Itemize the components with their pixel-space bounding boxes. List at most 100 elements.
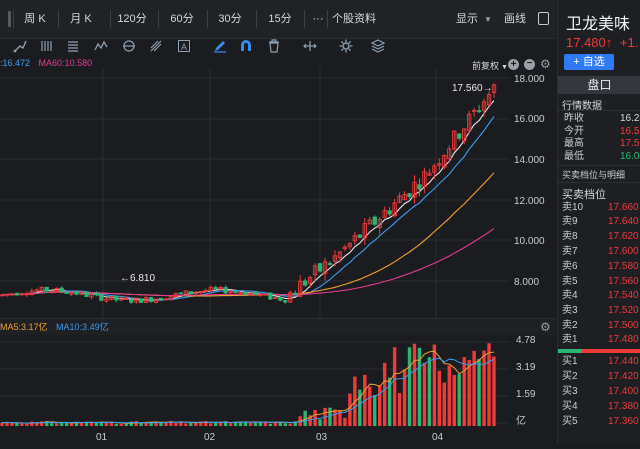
- candle-body: [223, 287, 228, 294]
- candle-body: [412, 181, 417, 198]
- ask-row: 卖3 17.520: [558, 304, 640, 318]
- quote-panel: 卫龙美味 17.480↑ +1. + 自选 盘口 行情数据 昨收 16.24 今开…: [557, 0, 640, 444]
- candle-body: [447, 148, 452, 160]
- candle-body: [119, 297, 124, 301]
- candle-body: [198, 290, 203, 293]
- magnet-icon[interactable]: [238, 38, 254, 54]
- horizontal-lines-icon[interactable]: [65, 38, 81, 54]
- volume-settings-icon[interactable]: ⚙: [540, 320, 551, 334]
- quote-row: 最低 16.04: [558, 150, 640, 164]
- ask-price: 17.620: [608, 231, 639, 242]
- volume-chart[interactable]: 4.78 3.19 1.59 亿 01 02 03 04: [0, 334, 556, 444]
- ma-line: [1, 228, 495, 297]
- ask-row: 卖8 17.620: [558, 230, 640, 244]
- volume-bar: [303, 410, 307, 426]
- chevron-down-icon: ▼: [501, 64, 508, 71]
- volume-bars-group: [0, 343, 496, 426]
- ask-price: 17.480: [608, 334, 639, 345]
- wave-line-icon[interactable]: [93, 38, 109, 54]
- volume-bar: [487, 343, 491, 426]
- volume-bar: [89, 421, 94, 426]
- chart-settings-icon[interactable]: ⚙: [540, 57, 551, 71]
- left-edge-tab[interactable]: [8, 9, 22, 29]
- period-weekly[interactable]: 周 K: [24, 13, 46, 25]
- vol-ma10-label: MA10:3.49亿: [56, 322, 109, 332]
- volume-bar: [35, 422, 39, 426]
- month-label: 02: [204, 432, 216, 443]
- display-menu[interactable]: 显示 ▼: [456, 9, 502, 29]
- brush-icon[interactable]: [12, 38, 28, 54]
- settings-gear-icon[interactable]: [338, 38, 354, 54]
- candle-body: [238, 292, 243, 295]
- volume-bar: [412, 343, 417, 426]
- layout-toggle-icon[interactable]: [535, 9, 551, 29]
- candle-body: [99, 294, 104, 301]
- price-tick: 10.000: [514, 236, 545, 247]
- orderbook-section-title[interactable]: 买卖档位与明细: [562, 170, 626, 180]
- volume-bar: [179, 421, 183, 426]
- candle-body: [283, 300, 288, 303]
- volume-bar: [472, 350, 476, 426]
- volume-bar: [283, 423, 287, 426]
- volume-bar: [243, 421, 248, 426]
- candle-body: [387, 210, 392, 215]
- period-15min[interactable]: 15分: [268, 13, 292, 25]
- volume-bar: [104, 422, 109, 426]
- bid-row: 买2 17.420: [558, 370, 640, 384]
- fork-icon[interactable]: [148, 38, 164, 54]
- stock-price-line: 17.480↑ +1.: [566, 35, 638, 50]
- period-60min[interactable]: 60分: [170, 13, 194, 25]
- volume-bar: [69, 423, 74, 426]
- volume-bar: [209, 423, 213, 426]
- ask-price: 17.540: [608, 290, 639, 301]
- draw-line-button[interactable]: 画线: [504, 13, 526, 25]
- candle-body: [14, 293, 20, 296]
- chevron-down-icon: ▼: [484, 15, 492, 24]
- volume-bar: [417, 347, 422, 426]
- volume-bar: [124, 423, 128, 426]
- ask-label: 卖10: [562, 202, 584, 213]
- move-horizontal-icon[interactable]: [302, 38, 318, 54]
- volume-bar: [109, 422, 114, 426]
- ask-row: 卖1 17.480: [558, 333, 640, 347]
- ask-label: 卖8: [562, 231, 578, 242]
- more-periods-button[interactable]: ···: [312, 13, 324, 25]
- ask-price: 17.600: [608, 246, 639, 257]
- candle-body: [392, 202, 397, 217]
- zoom-in-icon[interactable]: +: [508, 59, 519, 70]
- text-tool-icon[interactable]: A: [176, 38, 192, 54]
- candle-body: [476, 110, 482, 113]
- candle-body: [397, 195, 402, 203]
- period-high-label: 17.560→: [452, 83, 493, 94]
- add-watchlist-button[interactable]: + 自选: [564, 54, 614, 70]
- volume-bar: [482, 350, 486, 426]
- volume-bar: [397, 392, 402, 426]
- vol-ma5-label: MA5:3.17亿: [0, 322, 48, 332]
- trash-icon[interactable]: [266, 38, 282, 54]
- month-label: 03: [316, 432, 328, 443]
- volume-bar: [462, 357, 466, 426]
- ask-price: 17.580: [608, 261, 639, 272]
- adjust-mode-dropdown[interactable]: 前复权 ▼: [472, 59, 508, 72]
- candlestick-chart[interactable]: 17.560→ ←6.810 18.000 16.000 14.000 12.0…: [0, 56, 556, 318]
- zoom-out-icon[interactable]: −: [524, 59, 535, 70]
- candle-body: [84, 292, 89, 297]
- candle-body: [153, 298, 159, 304]
- quote-value: 16.24: [620, 113, 640, 124]
- pen-icon[interactable]: [212, 38, 228, 54]
- candle-body: [437, 163, 442, 166]
- stock-profile-tab[interactable]: 个股资料: [332, 13, 376, 25]
- candle-body: [0, 294, 5, 297]
- period-120min[interactable]: 120分: [117, 13, 147, 25]
- cycle-icon[interactable]: [121, 38, 137, 54]
- volume-bar: [184, 423, 188, 426]
- bid-price: 17.360: [608, 416, 639, 427]
- month-label: 04: [432, 432, 444, 443]
- layers-icon[interactable]: [370, 38, 386, 54]
- vertical-lines-icon[interactable]: [38, 38, 54, 54]
- period-monthly[interactable]: 月 K: [70, 13, 92, 25]
- period-30min[interactable]: 30分: [218, 13, 242, 25]
- moving-average-lines: [1, 100, 495, 301]
- tab-handicap[interactable]: 盘口: [558, 76, 640, 94]
- volume-bar: [30, 421, 34, 426]
